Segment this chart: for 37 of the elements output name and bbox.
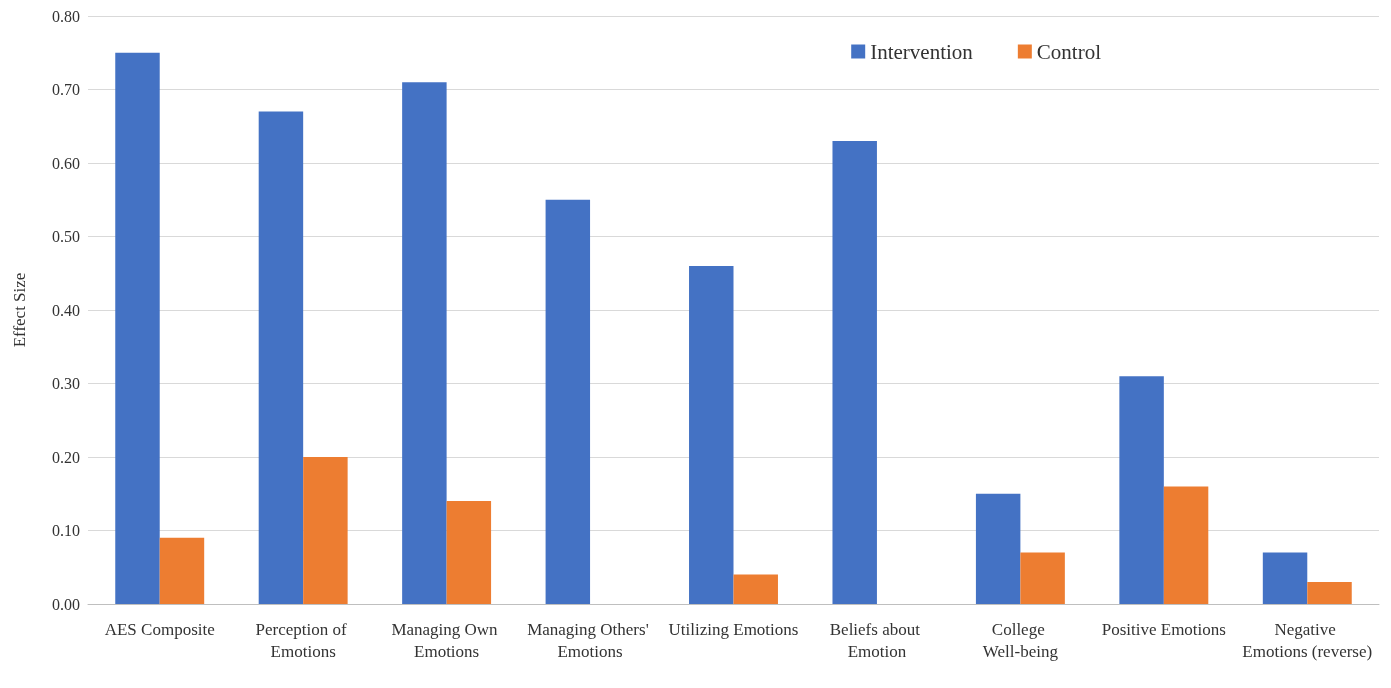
x-tick-label: Managing Own Emotions [391,619,502,661]
bar [446,501,492,604]
legend-label: Control [1036,39,1102,64]
bar [975,493,1021,604]
bar [159,537,205,604]
x-tick-label: College Well-being [982,619,1059,661]
y-tick-label: 0.00 [52,595,80,613]
bar [1020,552,1065,604]
x-tick-label: Perception of Emotions [255,619,351,661]
y-tick-label: 0.60 [52,154,80,172]
x-tick-label: Managing Others' Emotions [527,619,653,661]
y-tick-label: 0.70 [52,81,80,98]
bar [545,199,591,604]
bar [689,265,734,604]
bar [733,574,778,604]
bar [402,82,447,604]
y-tick-label: 0.10 [52,522,80,539]
bar [115,52,160,604]
x-tick-label: Positive Emotions [1101,619,1226,639]
y-tick-label: 0.30 [52,375,80,392]
x-tick-label: Utilizing Emotions [668,619,799,639]
bar [1163,486,1209,604]
x-tick-label: Beliefs about Emotion [829,619,925,661]
y-axis-title: Effect Size [10,272,29,348]
y-tick-label: 0.40 [52,301,80,319]
bar [1262,552,1308,604]
bar [258,111,304,604]
x-tick-label: Negative Emotions (reverse) [1242,619,1373,661]
y-tick-label: 0.20 [52,448,80,466]
y-tick-label: 0.50 [52,228,80,245]
bar [303,457,348,604]
y-tick-label: 0.80 [52,7,80,25]
bar [1307,581,1352,604]
bar [832,140,877,604]
x-tick-label: AES Composite [104,619,215,639]
legend-label: Intervention [870,39,974,64]
bar [1119,376,1164,604]
